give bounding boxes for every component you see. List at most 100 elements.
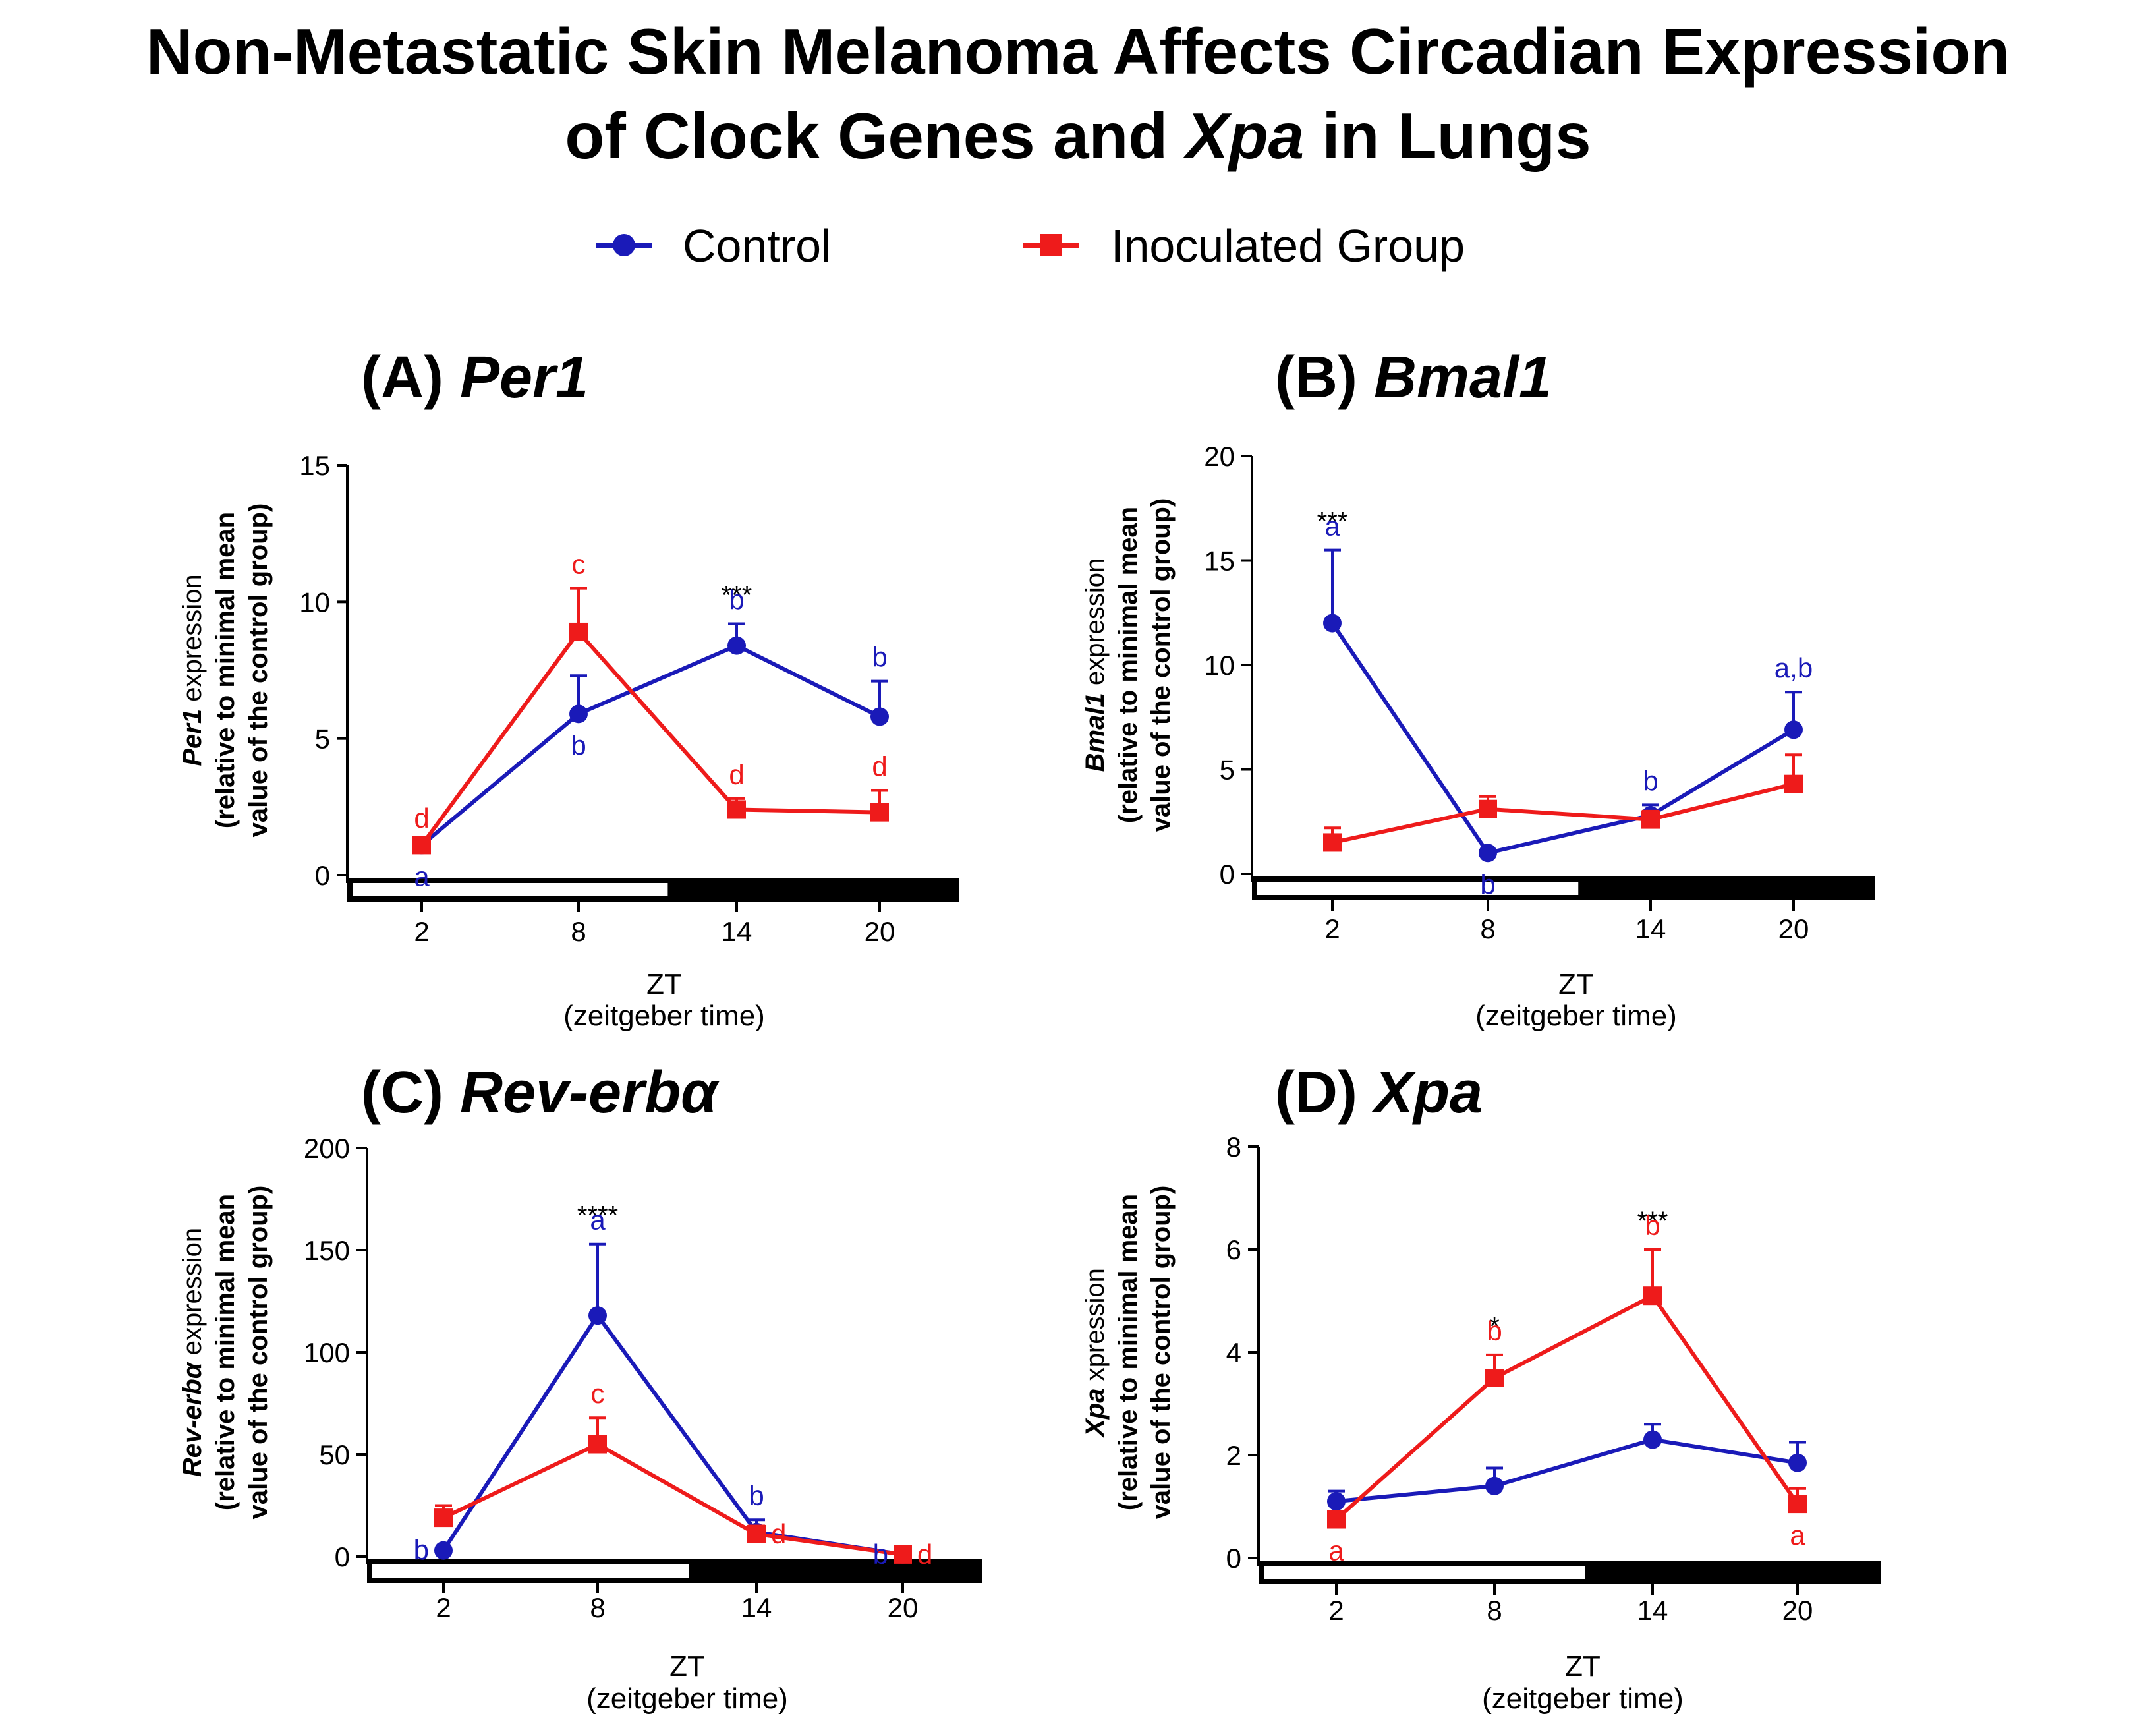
y-tick-label: 8 bbox=[1226, 1132, 1241, 1162]
group-letter-annotation: a bbox=[1324, 511, 1340, 542]
light-phase-bar bbox=[353, 883, 668, 896]
control-point bbox=[1643, 1430, 1662, 1449]
legend-inoculated-label: Inoculated Group bbox=[1111, 220, 1465, 272]
panel-gene: Rev-erbα bbox=[460, 1060, 720, 1126]
inoculated-point bbox=[1327, 1510, 1346, 1529]
light-phase-bar bbox=[1257, 882, 1579, 895]
panel-c-rev-erba: (C) Rev-erbα 0 50 100 150 200 2 8 14 20 ZT(zeitgeb… bbox=[178, 1060, 982, 1715]
x-axis-label: ZT bbox=[1558, 968, 1594, 1000]
panel-letter: (B) bbox=[1275, 345, 1374, 411]
x-tick-label: 20 bbox=[865, 916, 895, 947]
y-axis-label-line2: (relative to minimal mean bbox=[1114, 1194, 1143, 1510]
group-letter-annotation: d bbox=[771, 1518, 786, 1549]
control-point bbox=[1485, 1476, 1504, 1495]
y-axis-label-line2: (relative to minimal mean bbox=[211, 512, 240, 828]
significance-marker: **** bbox=[577, 1201, 618, 1230]
y-tick-label: 15 bbox=[1204, 546, 1235, 577]
significance-marker: *** bbox=[1317, 507, 1348, 536]
x-tick-label: 8 bbox=[590, 1592, 605, 1623]
title-line2-gene: Xpa bbox=[1182, 100, 1304, 172]
y-tick-label: 5 bbox=[315, 724, 330, 755]
panel-title: (A) Per1 bbox=[361, 345, 588, 411]
group-letter-annotation: c bbox=[572, 549, 586, 580]
group-letter-annotation: b bbox=[1645, 1210, 1660, 1241]
group-letter-annotation: a bbox=[414, 861, 430, 892]
y-tick-label: 0 bbox=[1220, 859, 1235, 890]
legend-inoculated-marker bbox=[1040, 234, 1062, 256]
y-axis-label-line3: value of the control group) bbox=[1147, 498, 1176, 832]
group-letter-annotation: b bbox=[414, 1535, 429, 1566]
panel-letter: (A) bbox=[361, 345, 460, 411]
inoculated-point bbox=[1323, 833, 1342, 852]
inoculated-series-line bbox=[1335, 1293, 1800, 1521]
y-axis-label-text: expression bbox=[1081, 558, 1110, 693]
inoculated-point bbox=[727, 800, 746, 819]
y-axis-label-gene: Per1 bbox=[178, 709, 207, 766]
control-point bbox=[588, 1306, 607, 1325]
panel-title: (D) Xpa bbox=[1275, 1060, 1483, 1126]
panel-d-xpa: (D) Xpa 0 2 4 6 8 2 8 14 20 ZT(zeitgeber time) Xpa … bbox=[1081, 1060, 1881, 1715]
y-tick-label: 2 bbox=[1226, 1440, 1241, 1471]
legend: Control Inoculated Group bbox=[596, 220, 1465, 272]
y-tick-label: 150 bbox=[304, 1235, 350, 1266]
y-tick-label: 20 bbox=[1204, 441, 1235, 472]
y-tick-label: 10 bbox=[1204, 650, 1235, 681]
y-axis-label-line1: Rev-erbα expression bbox=[178, 1228, 207, 1477]
control-point bbox=[1788, 1453, 1807, 1472]
control-series-line bbox=[1330, 621, 1795, 855]
x-tick-label: 14 bbox=[1635, 913, 1666, 944]
y-axis-label-gene: Rev-erbα bbox=[178, 1361, 207, 1477]
control-point bbox=[727, 636, 746, 655]
y-axis-label-text: expression bbox=[178, 574, 207, 709]
group-letter-annotation: d bbox=[872, 751, 887, 782]
inoculated-point bbox=[588, 1435, 607, 1454]
panel-gene: Per1 bbox=[460, 345, 588, 411]
panel-b-bmal1: (B) Bmal1 0 5 10 15 20 2 8 14 20 ZT(zeitgeber time… bbox=[1081, 345, 1875, 1032]
y-tick-label: 200 bbox=[304, 1133, 350, 1164]
y-tick-label: 10 bbox=[299, 587, 330, 617]
inoculated-series-line bbox=[442, 1442, 903, 1557]
inoculated-point bbox=[1788, 1495, 1807, 1514]
y-axis-label-gene: Bmal1 bbox=[1081, 693, 1110, 772]
control-point bbox=[870, 707, 889, 726]
y-tick-label: 4 bbox=[1226, 1337, 1241, 1368]
y-tick-label: 15 bbox=[299, 450, 330, 481]
x-tick-label: 2 bbox=[1324, 913, 1340, 944]
group-letter-annotation: d bbox=[729, 759, 744, 790]
x-tick-label: 2 bbox=[1328, 1595, 1344, 1626]
control-point bbox=[1479, 844, 1497, 863]
y-axis-label-text: xpression bbox=[1081, 1268, 1110, 1388]
group-letter-annotation: c bbox=[591, 1378, 605, 1409]
y-tick-label: 0 bbox=[315, 860, 330, 891]
y-axis-label-line1: Bmal1 expression bbox=[1081, 558, 1110, 772]
figure-title-line2: of Clock Genes and Xpa in Lungs bbox=[565, 100, 1591, 172]
inoculated-point bbox=[1641, 810, 1660, 829]
group-letter-annotation: b bbox=[873, 1539, 888, 1570]
x-tick-label: 20 bbox=[1782, 1595, 1813, 1626]
x-axis-sublabel: (zeitgeber time) bbox=[1475, 1000, 1677, 1032]
group-letter-annotation: b bbox=[1480, 869, 1495, 900]
x-tick-label: 20 bbox=[1778, 913, 1809, 944]
panel-gene: Xpa bbox=[1371, 1060, 1483, 1126]
group-letter-annotation: b bbox=[749, 1480, 764, 1511]
control-series-line bbox=[1336, 1437, 1798, 1504]
panel-title: (B) Bmal1 bbox=[1275, 345, 1552, 411]
inoculated-point bbox=[1643, 1286, 1662, 1306]
x-axis-label: ZT bbox=[1565, 1650, 1601, 1682]
y-axis-label-text: expression bbox=[178, 1228, 207, 1363]
control-point bbox=[1323, 614, 1342, 633]
x-tick-label: 14 bbox=[722, 916, 752, 947]
control-series-line bbox=[441, 1311, 903, 1557]
y-axis-label-line3: value of the control group) bbox=[1147, 1186, 1176, 1520]
group-letter-annotation: d bbox=[414, 803, 429, 834]
significance-marker: * bbox=[1489, 1312, 1500, 1341]
group-letter-annotation: b bbox=[872, 642, 887, 673]
inoculated-point bbox=[894, 1545, 912, 1564]
legend-control-label: Control bbox=[683, 220, 832, 272]
title-line2-post: in Lungs bbox=[1304, 100, 1591, 172]
inoculated-series-line bbox=[420, 629, 880, 847]
group-letter-annotation: a bbox=[590, 1205, 606, 1236]
group-letter-annotation: a bbox=[1328, 1535, 1344, 1566]
y-axis-label-line3: value of the control group) bbox=[244, 1186, 273, 1520]
